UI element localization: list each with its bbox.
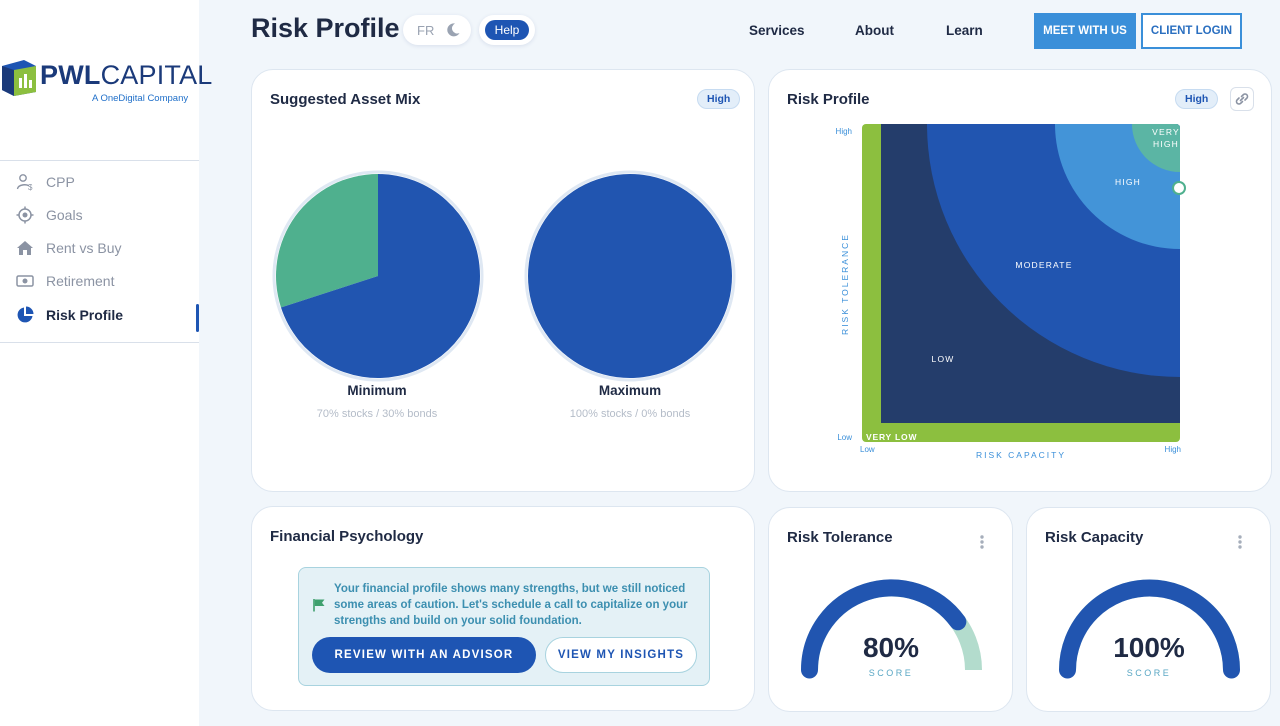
moon-icon[interactable] — [445, 22, 461, 38]
sidebar-item-rent-vs-buy[interactable]: Rent vs Buy — [0, 233, 199, 263]
financial-psychology-card: Financial Psychology Your financial prof… — [251, 506, 755, 711]
insight-notice: Your financial profile shows many streng… — [298, 567, 710, 686]
minimum-caption: 70% stocks / 30% bonds — [316, 408, 438, 420]
minimum-label: Minimum — [347, 383, 407, 398]
sidebar-divider — [0, 342, 199, 343]
asset-mix-card: Suggested Asset Mix High Minimum 70% sto… — [251, 69, 755, 492]
x-axis-low: Low — [860, 445, 875, 454]
review-with-advisor-button[interactable]: REVIEW WITH AN ADVISOR — [312, 637, 536, 673]
svg-text:$: $ — [28, 183, 33, 191]
zone-very-high — [1132, 124, 1180, 172]
pie-slice-stocks — [280, 174, 480, 378]
capacity-gauge — [1059, 579, 1240, 679]
tolerance-value: 80% — [862, 632, 920, 663]
sidebar-item-cpp[interactable]: $ CPP — [0, 167, 199, 197]
language-theme-toggle: FR — [403, 15, 471, 45]
logo-subtitle: A OneDigital Company — [92, 93, 189, 104]
sidebar: PWLCAPITAL A OneDigital Company $ CPP Go… — [0, 0, 212, 726]
risk-tolerance-card: Risk Tolerance 80% SCORE — [768, 507, 1013, 712]
client-login-button[interactable]: CLIENT LOGIN — [1141, 13, 1242, 49]
sidebar-item-retirement[interactable]: Retirement — [0, 266, 199, 296]
help-wrapper: Help — [479, 15, 535, 45]
cash-icon — [16, 275, 34, 287]
zone-moderate — [927, 124, 1180, 377]
zone-label-very-low: VERY LOW — [866, 432, 917, 442]
y-axis-low: Low — [837, 433, 852, 442]
asset-mix-title: Suggested Asset Mix — [270, 91, 421, 108]
nav-about[interactable]: About — [855, 23, 894, 38]
link-icon — [1235, 93, 1249, 105]
risk-capacity-card: Risk Capacity 100% SCORE — [1026, 507, 1271, 712]
home-icon — [17, 241, 33, 255]
y-axis-title: RISK TOLERANCE — [840, 233, 850, 335]
more-options-icon[interactable] — [980, 534, 984, 550]
logo-mark-icon — [2, 60, 36, 96]
view-insights-button[interactable]: VIEW MY INSIGHTS — [545, 637, 697, 673]
financial-psychology-title: Financial Psychology — [270, 528, 424, 545]
capacity-label: SCORE — [1126, 668, 1172, 678]
sidebar-item-label: CPP — [46, 174, 75, 190]
y-axis-high: High — [836, 127, 852, 136]
flag-icon — [313, 599, 325, 612]
maximum-caption: 100% stocks / 0% bonds — [569, 408, 691, 420]
nav-learn[interactable]: Learn — [946, 23, 983, 38]
zone-label-very: VERY — [1152, 127, 1180, 137]
zone-label-moderate: MODERATE — [1015, 260, 1072, 270]
language-toggle[interactable]: FR — [417, 23, 435, 38]
tolerance-gauge — [801, 579, 982, 679]
page-title: Risk Profile — [251, 13, 400, 43]
profile-marker — [1172, 181, 1186, 195]
zone-label-very-high: HIGH — [1153, 139, 1179, 149]
pie-slice-bonds — [276, 174, 378, 308]
risk-tolerance-title: Risk Tolerance — [787, 529, 893, 546]
capacity-value: 100% — [1113, 632, 1185, 663]
x-axis-high: High — [1165, 445, 1181, 454]
asset-mix-badge: High — [697, 89, 741, 109]
risk-profile-title: Risk Profile — [787, 91, 870, 108]
zone-high — [1055, 124, 1180, 249]
active-indicator — [196, 304, 199, 332]
logo-wordmark: PWLCAPITAL — [40, 60, 213, 90]
sidebar-item-label: Risk Profile — [46, 307, 124, 323]
tolerance-label: SCORE — [868, 668, 914, 678]
insight-message: Your financial profile shows many streng… — [334, 583, 688, 627]
help-button[interactable]: Help — [485, 20, 529, 40]
sidebar-item-label: Retirement — [46, 273, 115, 289]
gauge-fill — [801, 579, 967, 679]
sidebar-item-label: Rent vs Buy — [46, 240, 122, 256]
sidebar-item-risk-profile[interactable]: Risk Profile — [0, 300, 199, 332]
person-dollar-icon: $ — [16, 174, 33, 191]
maximum-label: Maximum — [598, 383, 662, 398]
minimum-pie-chart — [272, 170, 484, 382]
gauge-fill — [1059, 579, 1240, 679]
link-button[interactable] — [1230, 87, 1254, 111]
risk-matrix: VERY LOW LOW MODERATE HIGH VERY HIGH Hig… — [836, 124, 1186, 460]
nav-services[interactable]: Services — [749, 23, 805, 38]
sidebar-divider — [0, 160, 199, 161]
x-axis-title: RISK CAPACITY — [976, 450, 1066, 460]
risk-capacity-title: Risk Capacity — [1045, 529, 1144, 546]
zone-label-low: LOW — [932, 354, 955, 364]
brand-logo[interactable]: PWLCAPITAL A OneDigital Company — [0, 56, 212, 110]
risk-profile-badge: High — [1175, 89, 1219, 109]
maximum-pie-chart — [524, 170, 736, 382]
pie-slice-stocks — [527, 174, 732, 378]
target-icon — [16, 206, 34, 224]
sidebar-item-label: Goals — [46, 207, 83, 223]
zone-label-high: HIGH — [1115, 177, 1141, 187]
sidebar-item-goals[interactable]: Goals — [0, 200, 199, 230]
pie-icon — [17, 306, 34, 323]
risk-profile-card: Risk Profile High VERY LOW LOW MODERATE … — [768, 69, 1272, 492]
meet-with-us-button[interactable]: MEET WITH US — [1034, 13, 1136, 49]
more-options-icon[interactable] — [1238, 534, 1242, 550]
